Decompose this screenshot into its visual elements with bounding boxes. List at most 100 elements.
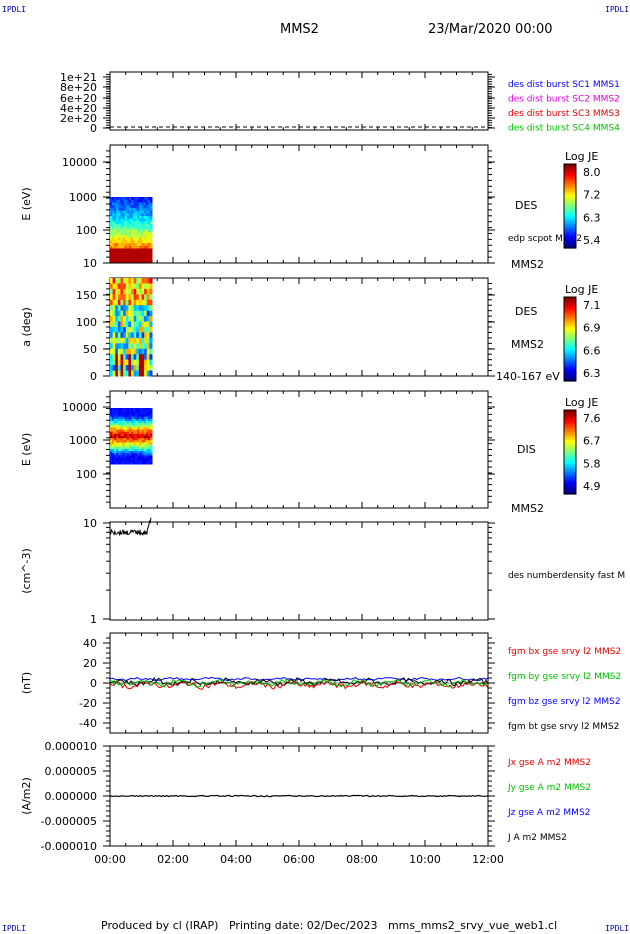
spectrogram-cell xyxy=(114,226,117,230)
spectrogram-cell xyxy=(118,438,121,441)
spectrogram-cell xyxy=(110,332,114,339)
spectrogram-cell xyxy=(133,448,136,452)
spectrogram-cell xyxy=(149,226,153,230)
spectrogram-cell xyxy=(117,299,121,306)
spectrogram-cell xyxy=(135,232,138,236)
spectrogram-cell xyxy=(131,451,134,454)
y-tick-label: 0 xyxy=(90,122,97,135)
spectrogram-cell xyxy=(143,440,147,443)
spectrogram-cell xyxy=(133,305,137,312)
spectrogram-cell xyxy=(135,207,138,212)
spectrogram-cell xyxy=(131,197,134,201)
spectrogram-cell xyxy=(144,321,148,328)
spectrogram-cell xyxy=(131,251,134,255)
spectrogram-cell xyxy=(118,221,121,225)
spectrogram-cell xyxy=(120,343,124,350)
spectrogram-cell xyxy=(126,237,130,241)
spectrogram-cell xyxy=(133,440,136,443)
panel-4-side-label: DIS xyxy=(517,443,536,456)
spectrogram-cell xyxy=(110,288,114,295)
spectrogram-cell xyxy=(116,416,119,420)
spectrogram-cell xyxy=(147,207,151,212)
spectrogram-cell xyxy=(131,423,134,426)
spectrogram-cell xyxy=(122,215,126,220)
colorbar-swatch xyxy=(564,486,576,489)
spectrogram-cell xyxy=(110,256,113,260)
spectrogram-cell xyxy=(133,226,136,230)
y-tick-label: 100 xyxy=(76,316,97,329)
spectrogram-cell xyxy=(122,410,126,413)
spectrogram-cell xyxy=(120,370,124,377)
spectrogram-cell xyxy=(149,446,153,450)
spectrogram-cell xyxy=(124,199,128,203)
spectrogram-cell xyxy=(147,453,151,456)
spectrogram-cell xyxy=(110,461,113,465)
spectrogram-cell xyxy=(112,310,116,317)
spectrogram-cell xyxy=(124,412,128,415)
spectrogram-cell xyxy=(120,218,124,222)
spectrogram-cell xyxy=(118,224,121,228)
spectrogram-cell xyxy=(145,412,149,415)
spectrogram-cell xyxy=(116,210,119,214)
spectrogram-cell xyxy=(115,354,119,361)
spectrogram-cell xyxy=(143,410,147,413)
spectrogram-cell xyxy=(135,433,138,437)
spectrogram-cell xyxy=(133,237,136,241)
spectrogram-cell xyxy=(116,207,119,212)
spectrogram-cell xyxy=(124,433,128,437)
spectrogram-cell xyxy=(139,420,142,424)
spectrogram-cell xyxy=(147,461,151,465)
spectrogram-cell xyxy=(133,354,137,361)
spectrogram-cell xyxy=(137,232,140,236)
spectrogram-cell xyxy=(147,202,151,206)
spectrogram-cell xyxy=(139,433,142,437)
spectrogram-cell xyxy=(144,310,148,317)
spectrogram-cell xyxy=(145,240,149,244)
spectrogram-cell xyxy=(137,433,140,437)
spectrogram-cell xyxy=(126,448,130,452)
spectrogram-cell xyxy=(131,348,135,355)
spectrogram-cell xyxy=(116,232,119,236)
spectrogram-cell xyxy=(110,253,113,258)
spectrogram-cell xyxy=(114,425,117,428)
spectrogram-cell xyxy=(146,299,150,306)
spectrogram-cell xyxy=(143,224,147,228)
spectrogram-cell xyxy=(126,440,130,443)
spectrogram-cell xyxy=(147,420,151,424)
spectrogram-cell xyxy=(141,455,145,459)
spectrogram-cell xyxy=(128,234,132,239)
spectrogram-cell xyxy=(122,202,126,206)
spectrogram-cell xyxy=(122,205,126,209)
spectrogram-cell xyxy=(128,332,132,339)
colorbar-swatch xyxy=(564,224,576,227)
spectrogram-cell xyxy=(116,259,119,263)
spectrogram-cell xyxy=(124,455,128,459)
spectrogram-cell xyxy=(112,240,115,244)
y-tick-label: -0.000005 xyxy=(41,815,97,828)
spectrogram-cell xyxy=(125,316,129,323)
colorbar-swatch xyxy=(564,242,576,245)
spectrogram-cell xyxy=(141,210,145,214)
spectrogram-cell xyxy=(120,316,124,323)
spectrogram-cell xyxy=(116,229,119,233)
spectrogram-cell xyxy=(114,457,117,461)
spectrogram-cell xyxy=(147,412,151,415)
spectrogram-cell xyxy=(147,431,151,435)
spectrogram-cell xyxy=(141,438,145,441)
colorbar-swatch xyxy=(564,182,576,185)
spectrogram-cell xyxy=(144,343,148,350)
colorbar-tick-label: 7.2 xyxy=(583,189,601,202)
spectrogram-cell xyxy=(124,420,128,424)
spectrogram-cell xyxy=(149,207,153,212)
spectrogram-cell xyxy=(131,425,134,428)
spectrogram-cell xyxy=(139,431,142,435)
spectrogram-cell xyxy=(133,207,136,212)
colorbar-swatch xyxy=(564,474,576,477)
spectrogram-cell xyxy=(145,229,149,233)
colorbar-tick-label: 6.7 xyxy=(583,435,601,448)
spectrogram-cell xyxy=(149,348,153,355)
spectrogram-cell xyxy=(118,202,121,206)
spectrogram-cell xyxy=(149,429,153,433)
spectrogram-cell xyxy=(133,253,136,258)
spectrogram-cell xyxy=(112,440,115,443)
